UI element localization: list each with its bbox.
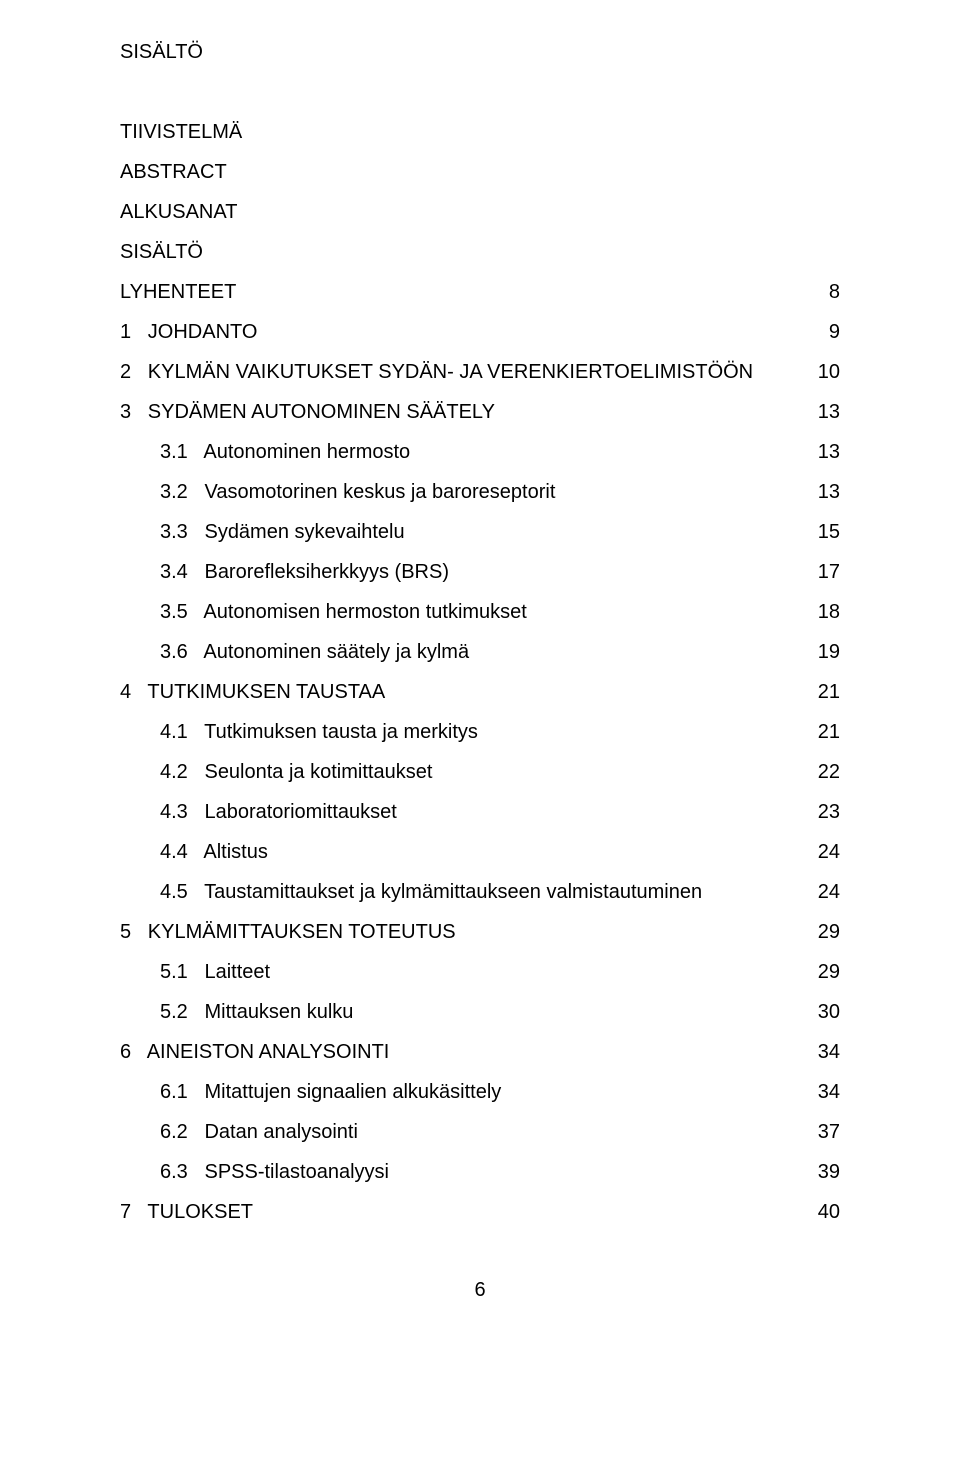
toc-row: 1 JOHDANTO 9 (120, 312, 840, 352)
front-matter-group: TIIVISTELMÄ ABSTRACT ALKUSANAT SISÄLTÖ (120, 112, 840, 272)
toc-page: 19 (800, 632, 840, 672)
toc-label: 4.5 Taustamittaukset ja kylmämittaukseen… (160, 872, 702, 912)
toc-label: 3 SYDÄMEN AUTONOMINEN SÄÄTELY (120, 392, 495, 432)
toc-page: 39 (800, 1152, 840, 1192)
toc-row: 3.6 Autonominen säätely ja kylmä 19 (120, 632, 840, 672)
toc-label: 1 JOHDANTO (120, 312, 257, 352)
toc-label: 4 TUTKIMUKSEN TAUSTAA (120, 672, 385, 712)
toc-row: 3.1 Autonominen hermosto 13 (120, 432, 840, 472)
front-matter-line: ALKUSANAT (120, 192, 840, 232)
toc-label: 2 KYLMÄN VAIKUTUKSET SYDÄN- JA VERENKIER… (120, 352, 753, 392)
toc-row: 3.2 Vasomotorinen keskus ja baroreseptor… (120, 472, 840, 512)
toc-label: 4.1 Tutkimuksen tausta ja merkitys (160, 712, 478, 752)
toc-page: 21 (800, 712, 840, 752)
page-title: SISÄLTÖ (120, 32, 840, 72)
toc-page: 23 (800, 792, 840, 832)
toc-row: 7 TULOKSET 40 (120, 1192, 840, 1232)
toc-page: 13 (800, 392, 840, 432)
toc-page: 22 (800, 752, 840, 792)
toc-row: 5.2 Mittauksen kulku 30 (120, 992, 840, 1032)
toc-row: 5 KYLMÄMITTAUKSEN TOTEUTUS 29 (120, 912, 840, 952)
toc-label: 3.5 Autonomisen hermoston tutkimukset (160, 592, 527, 632)
toc-label: 3.3 Sydämen sykevaihtelu (160, 512, 405, 552)
toc-row: 3.4 Barorefleksiherkkyys (BRS) 17 (120, 552, 840, 592)
toc-page: 17 (800, 552, 840, 592)
toc-row: 5.1 Laitteet 29 (120, 952, 840, 992)
toc-label: 3.2 Vasomotorinen keskus ja baroreseptor… (160, 472, 555, 512)
toc-page: 29 (800, 952, 840, 992)
front-matter-line: TIIVISTELMÄ (120, 112, 840, 152)
toc-page: 29 (800, 912, 840, 952)
toc-page: 37 (800, 1112, 840, 1152)
toc-label: 4.4 Altistus (160, 832, 268, 872)
toc-label: 4.2 Seulonta ja kotimittaukset (160, 752, 432, 792)
toc-row: 3 SYDÄMEN AUTONOMINEN SÄÄTELY 13 (120, 392, 840, 432)
toc-label: 7 TULOKSET (120, 1192, 253, 1232)
toc-page: 13 (800, 432, 840, 472)
toc-row: 6.2 Datan analysointi 37 (120, 1112, 840, 1152)
page-number: 6 (120, 1270, 840, 1310)
toc-page: 21 (800, 672, 840, 712)
toc-page: 40 (800, 1192, 840, 1232)
toc-label: 4.3 Laboratoriomittaukset (160, 792, 397, 832)
toc-row: 4.5 Taustamittaukset ja kylmämittaukseen… (120, 872, 840, 912)
toc-label: 5.1 Laitteet (160, 952, 270, 992)
toc-label: 6.2 Datan analysointi (160, 1112, 358, 1152)
toc-label: 5 KYLMÄMITTAUKSEN TOTEUTUS (120, 912, 456, 952)
toc-row: 4 TUTKIMUKSEN TAUSTAA 21 (120, 672, 840, 712)
toc-list: LYHENTEET 8 1 JOHDANTO 9 2 KYLMÄN VAIKUT… (120, 272, 840, 1232)
toc-page: 34 (800, 1072, 840, 1112)
toc-row: 4.3 Laboratoriomittaukset 23 (120, 792, 840, 832)
toc-page: 24 (800, 872, 840, 912)
toc-label: 5.2 Mittauksen kulku (160, 992, 353, 1032)
toc-page: 10 (800, 352, 840, 392)
toc-page: 30 (800, 992, 840, 1032)
toc-page: 8 (800, 272, 840, 312)
toc-label: 3.1 Autonominen hermosto (160, 432, 410, 472)
toc-label: 6 AINEISTON ANALYSOINTI (120, 1032, 389, 1072)
toc-label: 3.4 Barorefleksiherkkyys (BRS) (160, 552, 449, 592)
toc-page: 9 (800, 312, 840, 352)
toc-row: 4.1 Tutkimuksen tausta ja merkitys 21 (120, 712, 840, 752)
toc-page: 18 (800, 592, 840, 632)
toc-row: LYHENTEET 8 (120, 272, 840, 312)
page: SISÄLTÖ TIIVISTELMÄ ABSTRACT ALKUSANAT S… (0, 0, 960, 1478)
toc-row: 4.2 Seulonta ja kotimittaukset 22 (120, 752, 840, 792)
toc-row: 3.5 Autonomisen hermoston tutkimukset 18 (120, 592, 840, 632)
toc-label: 3.6 Autonominen säätely ja kylmä (160, 632, 469, 672)
toc-row: 6.1 Mitattujen signaalien alkukäsittely … (120, 1072, 840, 1112)
toc-row: 4.4 Altistus 24 (120, 832, 840, 872)
toc-page: 24 (800, 832, 840, 872)
toc-label: LYHENTEET (120, 272, 236, 312)
toc-label: 6.3 SPSS-tilastoanalyysi (160, 1152, 389, 1192)
toc-row: 2 KYLMÄN VAIKUTUKSET SYDÄN- JA VERENKIER… (120, 352, 840, 392)
toc-page: 34 (800, 1032, 840, 1072)
front-matter-line: SISÄLTÖ (120, 232, 840, 272)
toc-row: 6 AINEISTON ANALYSOINTI 34 (120, 1032, 840, 1072)
toc-row: 6.3 SPSS-tilastoanalyysi 39 (120, 1152, 840, 1192)
toc-page: 13 (800, 472, 840, 512)
toc-label: 6.1 Mitattujen signaalien alkukäsittely (160, 1072, 501, 1112)
front-matter-line: ABSTRACT (120, 152, 840, 192)
toc-row: 3.3 Sydämen sykevaihtelu 15 (120, 512, 840, 552)
toc-page: 15 (800, 512, 840, 552)
